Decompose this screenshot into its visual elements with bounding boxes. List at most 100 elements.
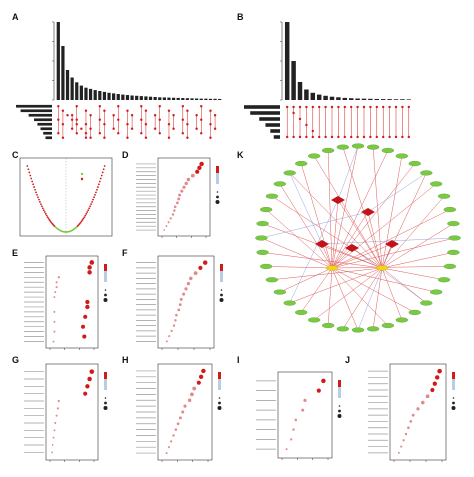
colorbar-top: [216, 166, 219, 173]
panel-label-g: G: [12, 355, 20, 365]
network-edge: [381, 196, 445, 269]
panel-label-a: A: [12, 12, 19, 22]
dot-point: [172, 324, 176, 327]
network-node-outer: [447, 221, 460, 227]
matrix-dot: [401, 135, 404, 139]
network-edge: [381, 172, 427, 269]
dot-point: [54, 422, 57, 424]
size-legend-dot: [104, 293, 107, 297]
matrix-dot: [337, 135, 340, 139]
intersection-bar: [181, 98, 185, 100]
intersection-bar: [361, 98, 367, 100]
dot-point: [57, 399, 60, 403]
volcano-point: [91, 201, 93, 203]
dot-point: [52, 340, 55, 343]
dot-point: [303, 398, 307, 402]
matrix-dot: [394, 105, 398, 109]
dot-point: [181, 410, 185, 414]
network-node-outer: [307, 153, 321, 159]
network-edge: [266, 266, 333, 269]
intersection-bar: [218, 98, 222, 100]
intersection-bar: [98, 91, 102, 100]
set-size-bar: [244, 105, 280, 109]
matrix-dot: [407, 135, 410, 139]
network-edge: [367, 211, 383, 269]
dot-point: [170, 329, 173, 332]
intersection-bar: [130, 95, 134, 100]
volcano-point: [28, 171, 31, 174]
dot-point: [175, 313, 178, 317]
intersection-bar: [368, 98, 373, 100]
dot-point: [85, 299, 90, 305]
dot-point: [192, 386, 197, 391]
size-legend-dot: [338, 405, 341, 407]
matrix-dot: [103, 109, 106, 112]
matrix-dot: [57, 105, 60, 108]
matrix-dot: [75, 105, 78, 108]
matrix-dot: [89, 114, 92, 117]
volcano-point: [87, 209, 90, 212]
matrix-dot: [167, 136, 171, 139]
dot-point: [202, 260, 208, 265]
network-edge: [265, 209, 333, 269]
size-legend-dot: [103, 406, 108, 410]
matrix-dot: [362, 105, 366, 109]
volcano-point: [99, 177, 102, 180]
set-size-bar: [43, 131, 52, 135]
network-k: [255, 143, 461, 333]
matrix-dot: [130, 114, 134, 117]
colorbar: [220, 264, 223, 282]
volcano-point: [49, 220, 52, 223]
dot-plots: [24, 157, 456, 462]
matrix-dot: [61, 123, 65, 126]
volcano-point: [86, 211, 89, 213]
matrix-dot: [89, 127, 92, 130]
panel-label-c: C: [12, 150, 19, 160]
size-legend-dot: [451, 406, 456, 410]
network-edge: [331, 150, 389, 269]
matrix-dot: [57, 132, 60, 135]
matrix-dot: [388, 135, 391, 139]
intersection-bar: [387, 99, 392, 100]
dot-point: [51, 451, 54, 454]
volcano-point: [82, 217, 85, 220]
set-size-bar: [273, 135, 280, 139]
intersection-bar: [65, 70, 70, 100]
matrix-dot: [343, 105, 346, 109]
network-edge: [331, 211, 369, 269]
dot-point: [171, 213, 175, 216]
volcano-point: [83, 216, 86, 219]
network-node-outer: [321, 147, 335, 154]
dot-point: [87, 376, 92, 382]
matrix-dot: [375, 135, 378, 139]
matrix-dot: [84, 123, 88, 126]
network-node-outer: [437, 277, 451, 283]
legend-not-significant: [80, 172, 84, 176]
dot-point: [411, 413, 415, 417]
legend-significant: [80, 177, 84, 181]
network-edge: [337, 199, 383, 269]
matrix-dot: [209, 136, 212, 139]
dot-point: [82, 334, 87, 339]
volcano-point: [96, 188, 98, 191]
dot-point: [55, 286, 58, 289]
network-edge: [342, 267, 383, 330]
dot-point: [56, 407, 60, 410]
size-legend-dot: [338, 409, 341, 413]
network-node-hub: [345, 244, 359, 252]
network-node-outer: [336, 144, 350, 150]
matrix-dot: [305, 123, 308, 127]
volcano-point: [31, 180, 34, 183]
dot-plot-frame: [157, 157, 211, 237]
network-edge: [331, 237, 455, 269]
colorbar-top: [104, 264, 107, 271]
network-edge: [313, 267, 383, 321]
network-node-outer: [408, 161, 421, 167]
matrix-dot: [103, 136, 106, 139]
colorbar: [452, 372, 455, 390]
dot-plot-frame: [157, 255, 215, 349]
volcano-point: [85, 212, 88, 215]
volcano-point: [26, 165, 29, 167]
size-legend-dot: [103, 298, 108, 302]
